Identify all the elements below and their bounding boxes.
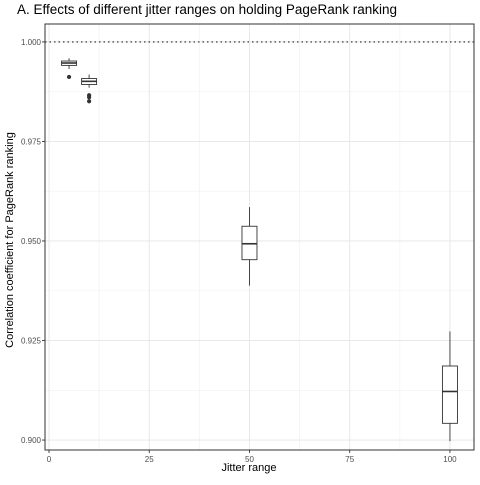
y-tick-label: 1.000 <box>21 38 42 47</box>
y-tick-label: 0.925 <box>21 337 42 346</box>
y-tick-label: 0.900 <box>21 436 42 445</box>
y-axis-label: Correlation coefficient for PageRank ran… <box>4 132 16 348</box>
chart-title: A. Effects of different jitter ranges on… <box>17 2 397 17</box>
plot-panel <box>45 24 474 450</box>
x-tick-label: 25 <box>145 455 154 464</box>
plot-border <box>44 23 475 451</box>
x-tick-label: 75 <box>345 455 354 464</box>
x-tick-label: 50 <box>245 455 254 464</box>
outlier-point <box>87 95 92 100</box>
x-tick-label: 0 <box>47 455 52 464</box>
box-body <box>441 365 458 424</box>
outlier-point <box>66 74 72 80</box>
x-tick-label: 100 <box>443 455 457 464</box>
x-axis-label: Jitter range <box>221 462 277 474</box>
y-tick-label: 0.950 <box>21 237 42 246</box>
y-tick-label: 0.975 <box>21 137 42 146</box>
outlier-point <box>87 99 92 104</box>
